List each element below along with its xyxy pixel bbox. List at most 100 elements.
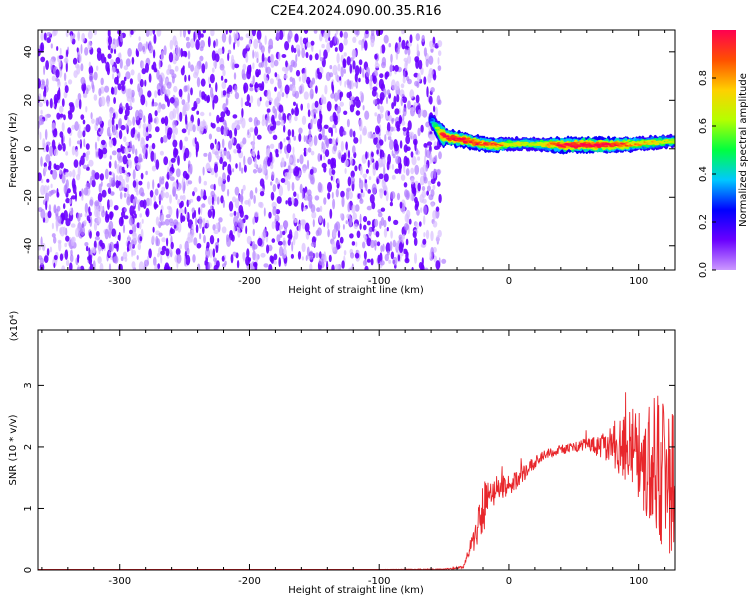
noise-speck xyxy=(135,148,138,157)
noise-speck xyxy=(145,100,148,107)
noise-speck xyxy=(391,102,395,110)
noise-speck xyxy=(124,187,128,192)
noise-speck xyxy=(332,124,337,129)
noise-speck xyxy=(405,168,410,176)
noise-speck xyxy=(432,43,436,48)
noise-speck xyxy=(79,139,82,149)
noise-speck xyxy=(125,88,131,99)
noise-speck xyxy=(243,155,246,166)
noise-speck xyxy=(416,81,420,88)
noise-speck xyxy=(390,251,395,260)
ridge-cell xyxy=(434,126,440,130)
noise-speck xyxy=(124,207,127,213)
noise-speck xyxy=(161,186,166,192)
noise-speck xyxy=(313,30,318,34)
noise-speck xyxy=(403,57,408,63)
noise-speck xyxy=(274,86,277,92)
noise-speck xyxy=(113,97,116,104)
noise-speck xyxy=(50,183,53,189)
noise-speck xyxy=(116,68,119,74)
noise-speck xyxy=(346,187,352,192)
noise-speck xyxy=(400,174,406,181)
noise-speck xyxy=(336,183,340,189)
noise-speck xyxy=(423,155,427,166)
noise-speck xyxy=(416,72,421,83)
noise-speck xyxy=(402,70,406,79)
noise-speck xyxy=(411,156,417,166)
noise-speck xyxy=(301,256,304,261)
noise-speck xyxy=(365,66,370,78)
noise-speck xyxy=(131,97,135,103)
noise-speck xyxy=(379,188,384,199)
noise-speck xyxy=(104,168,109,180)
noise-speck xyxy=(175,193,178,200)
noise-speck xyxy=(271,221,275,230)
noise-speck xyxy=(298,170,302,177)
noise-speck xyxy=(319,205,323,212)
noise-speck xyxy=(220,75,224,81)
noise-speck xyxy=(260,252,266,258)
noise-speck xyxy=(362,125,367,136)
noise-speck xyxy=(323,124,329,129)
noise-speck xyxy=(347,78,350,89)
noise-speck xyxy=(312,115,317,125)
noise-speck xyxy=(299,183,303,194)
noise-speck xyxy=(209,235,215,245)
noise-speck xyxy=(235,163,238,169)
noise-speck xyxy=(166,81,172,89)
noise-speck xyxy=(104,56,107,64)
noise-speck xyxy=(132,180,137,188)
noise-speck xyxy=(127,159,132,166)
noise-speck xyxy=(315,229,320,237)
noise-speck xyxy=(216,155,221,161)
noise-speck xyxy=(89,216,93,227)
noise-speck xyxy=(382,243,385,252)
noise-speck xyxy=(172,108,177,119)
noise-speck xyxy=(195,39,200,51)
noise-speck xyxy=(267,110,270,122)
noise-speck xyxy=(42,142,47,153)
noise-speck xyxy=(392,239,396,248)
noise-speck xyxy=(282,230,286,236)
noise-speck xyxy=(434,154,438,164)
noise-speck xyxy=(365,168,369,174)
noise-speck xyxy=(298,127,303,134)
noise-speck xyxy=(433,105,436,113)
noise-speck xyxy=(359,198,364,205)
noise-speck xyxy=(363,250,367,260)
noise-speck xyxy=(323,255,327,263)
noise-speck xyxy=(218,217,223,223)
noise-speck xyxy=(292,146,295,155)
noise-speck xyxy=(281,54,287,58)
noise-speck xyxy=(149,30,153,36)
noise-speck xyxy=(337,63,341,72)
noise-speck xyxy=(285,200,288,205)
noise-speck xyxy=(364,265,369,270)
noise-speck xyxy=(176,253,182,264)
noise-speck xyxy=(100,53,105,64)
noise-speck xyxy=(187,180,193,185)
noise-speck xyxy=(137,203,141,212)
noise-speck xyxy=(187,30,191,35)
noise-speck xyxy=(45,78,49,88)
noise-speck xyxy=(221,81,227,90)
noise-speck xyxy=(441,258,447,264)
noise-speck xyxy=(295,69,301,77)
noise-speck xyxy=(342,224,345,230)
noise-speck xyxy=(43,185,48,195)
noise-speck xyxy=(107,199,110,211)
noise-speck xyxy=(115,175,119,181)
noise-speck xyxy=(355,241,358,247)
noise-speck xyxy=(289,168,294,174)
noise-speck xyxy=(68,112,73,120)
noise-speck xyxy=(214,163,218,174)
noise-speck xyxy=(319,49,322,59)
noise-speck xyxy=(76,64,81,75)
noise-speck xyxy=(343,110,348,116)
noise-speck xyxy=(214,138,217,145)
noise-speck xyxy=(288,157,293,163)
noise-speck xyxy=(430,202,435,208)
noise-speck xyxy=(344,159,349,168)
noise-speck xyxy=(359,165,363,176)
noise-speck xyxy=(207,36,211,48)
